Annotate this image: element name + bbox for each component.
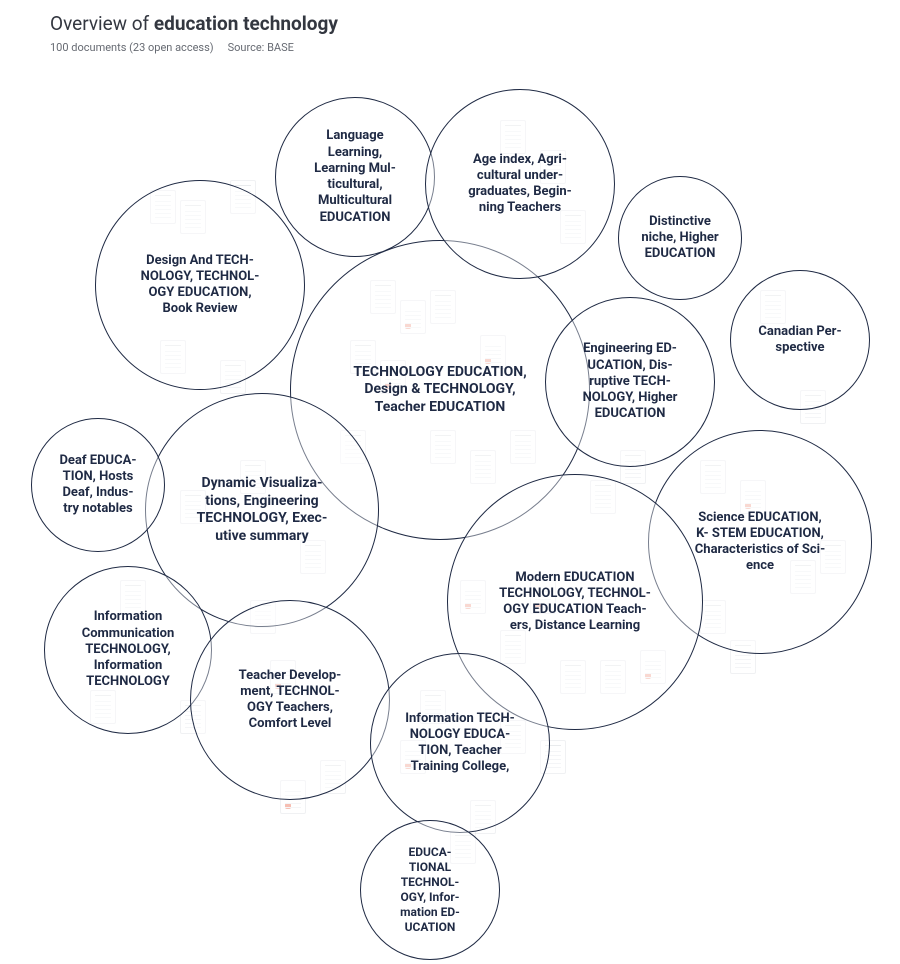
cluster-bubble-info-comm-tech[interactable]: Information Communication TECHNOLOGY, In… <box>44 566 212 734</box>
cluster-label: Information Communication TECHNOLOGY, In… <box>78 605 179 694</box>
cluster-label: Teacher Develop- ment, TECHNOL- OGY Teac… <box>235 664 346 737</box>
cluster-bubble-age-index[interactable]: Age index, Agri- cultural under- graduat… <box>425 89 615 279</box>
cluster-label: Age index, Agri- cultural under- graduat… <box>464 148 576 221</box>
doc-count: 100 documents (23 open access) <box>50 41 214 54</box>
cluster-bubble-distinctive-niche[interactable]: Distinctive niche, Higher EDUCATION <box>618 176 742 300</box>
cluster-label: Dynamic Visualiza- tions, Engineering TE… <box>193 471 332 549</box>
bubble-canvas: TECHNOLOGY EDUCATION, Design & TECHNOLOG… <box>0 60 900 964</box>
cluster-bubble-deaf-ed[interactable]: Deaf EDUCA- TION, Hosts Deaf, Indus- try… <box>31 418 165 552</box>
cluster-label: TECHNOLOGY EDUCATION, Design & TECHNOLOG… <box>349 360 530 421</box>
cluster-label: Language Learning, Learning Mul- ticultu… <box>310 124 400 230</box>
cluster-bubble-educational-tech[interactable]: EDUCA- TIONAL TECHNOL- OGY, Infor- matio… <box>360 820 500 960</box>
cluster-bubble-canadian[interactable]: Canadian Per- spective <box>730 270 870 410</box>
source: Source: BASE <box>228 41 294 54</box>
subtitle: 100 documents (23 open access) Source: BA… <box>50 41 338 54</box>
cluster-bubble-info-tech-ed[interactable]: Information TECH- NOLOGY EDUCA- TION, Te… <box>370 653 550 833</box>
cluster-label: Deaf EDUCA- TION, Hosts Deaf, Indus- try… <box>55 449 140 522</box>
title-topic: education technology <box>154 12 338 35</box>
cluster-bubble-engineering-ed[interactable]: Engineering ED- UCATION, Dis- ruptive TE… <box>545 297 715 467</box>
cluster-label: Canadian Per- spective <box>754 320 845 361</box>
cluster-label: Design And TECH- NOLOGY, TECHNOL- OGY ED… <box>137 249 264 322</box>
cluster-bubble-teacher-dev[interactable]: Teacher Develop- ment, TECHNOL- OGY Teac… <box>190 600 390 800</box>
cluster-label: Distinctive niche, Higher EDUCATION <box>637 210 722 267</box>
cluster-bubble-design-tech[interactable]: Design And TECH- NOLOGY, TECHNOL- OGY ED… <box>95 180 305 390</box>
cluster-bubble-lang-learning[interactable]: Language Learning, Learning Mul- ticultu… <box>275 97 435 257</box>
title-prefix: Overview of <box>50 12 154 35</box>
cluster-label: Information TECH- NOLOGY EDUCA- TION, Te… <box>401 707 519 780</box>
cluster-label: Science EDUCATION, K- STEM EDUCATION, Ch… <box>691 506 829 579</box>
cluster-label: Modern EDUCATION TECHNOLOGY, TECHNOL- OG… <box>495 566 655 639</box>
cluster-label: Engineering ED- UCATION, Dis- ruptive TE… <box>579 337 682 426</box>
header: Overview of education technology 100 doc… <box>50 12 338 54</box>
page-title: Overview of education technology <box>50 12 338 35</box>
cluster-label: EDUCA- TIONAL TECHNOL- OGY, Infor- matio… <box>396 841 464 939</box>
